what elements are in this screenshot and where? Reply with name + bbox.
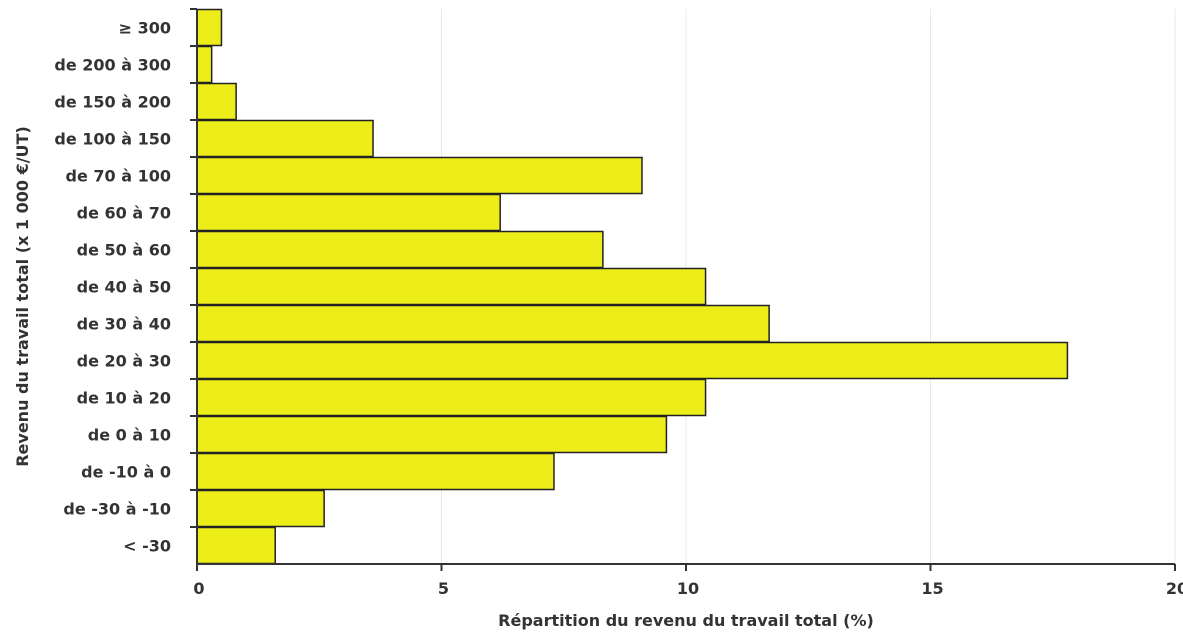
x-tick-label-3: 15 xyxy=(921,579,943,598)
y-tick-label-3: de 0 à 10 xyxy=(88,426,171,445)
x-tick-label-0: 0 xyxy=(193,579,204,598)
y-tick-label-0: < -30 xyxy=(123,537,171,556)
y-axis-ticks: < -30 de -30 à -10 de -10 à 0 de 0 à 10 de 1… xyxy=(54,8,197,556)
y-tick-label-9: de 60 à 70 xyxy=(77,204,171,223)
bar-5 xyxy=(196,341,1069,380)
bar-10 xyxy=(196,156,643,195)
y-tick-label-8: de 50 à 60 xyxy=(77,241,171,260)
y-tick-label-4: de 10 à 20 xyxy=(77,389,171,408)
bar-1 xyxy=(196,489,325,528)
y-tick-label-13: de 200 à 300 xyxy=(54,56,171,75)
x-tick-label-4: 20 xyxy=(1166,579,1183,598)
bar-2 xyxy=(196,452,555,491)
bar-0 xyxy=(196,526,276,565)
y-tick-label-14: ≥ 300 xyxy=(119,19,171,38)
y-tick-label-1: de -30 à -10 xyxy=(63,500,171,519)
x-axis-ticks: 0 5 10 15 20 xyxy=(193,564,1183,598)
x-axis-title: Répartition du revenu du travail total (… xyxy=(498,611,874,630)
y-tick-label-10: de 70 à 100 xyxy=(66,167,171,186)
bar-11 xyxy=(196,119,374,158)
y-axis-title: Revenu du travail total (x 1 000 €/UT) xyxy=(13,126,32,467)
bar-9 xyxy=(196,193,501,232)
x-tick-label-1: 5 xyxy=(438,579,449,598)
y-tick-label-12: de 150 à 200 xyxy=(54,93,171,112)
y-tick-label-2: de -10 à 0 xyxy=(81,463,171,482)
bar-3 xyxy=(196,415,668,454)
bar-4 xyxy=(196,378,707,417)
y-tick-label-6: de 30 à 40 xyxy=(77,315,171,334)
bar-6 xyxy=(196,304,770,343)
bar-8 xyxy=(196,230,604,269)
x-tick-label-2: 10 xyxy=(677,579,699,598)
y-tick-label-11: de 100 à 150 xyxy=(54,130,171,149)
bar-7 xyxy=(196,267,707,306)
bars xyxy=(196,8,1069,565)
bar-12 xyxy=(196,82,237,121)
bar-13 xyxy=(196,45,213,84)
y-tick-label-7: de 40 à 50 xyxy=(77,278,171,297)
y-tick-label-5: de 20 à 30 xyxy=(77,352,171,371)
bar-14 xyxy=(196,8,223,47)
